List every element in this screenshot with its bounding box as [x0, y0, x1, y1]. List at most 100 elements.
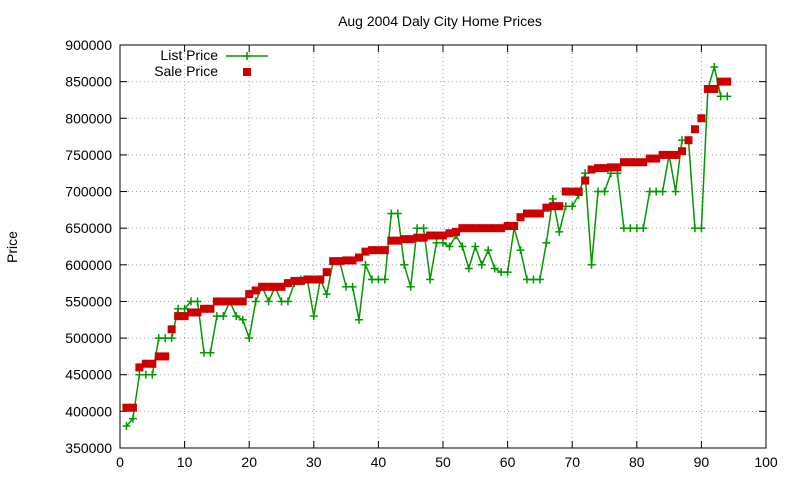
list-price-point	[439, 238, 447, 247]
sale-price-point	[613, 163, 622, 172]
sale-price-point	[697, 114, 706, 123]
sale-price-point	[665, 150, 674, 159]
sale-price-point	[542, 203, 551, 212]
sale-price-point	[219, 297, 228, 306]
x-tick-label: 70	[564, 454, 580, 470]
sale-price-point	[458, 224, 467, 233]
x-tick-label: 30	[306, 454, 322, 470]
list-price-point	[445, 242, 454, 251]
sale-price-point	[426, 231, 435, 240]
list-price-point	[355, 315, 364, 324]
sale-price-point	[251, 286, 260, 295]
sale-price-point	[174, 312, 183, 321]
sale-price-point	[723, 77, 732, 86]
sale-price-point	[199, 304, 208, 313]
sale-price-point	[710, 84, 719, 93]
sale-price-point	[154, 352, 163, 361]
list-price-point	[710, 62, 719, 71]
list-price-point	[322, 290, 331, 299]
list-price-point	[128, 414, 137, 423]
sale-price-point	[122, 403, 131, 412]
sale-price-point	[529, 209, 538, 218]
y-tick-label: 400000	[65, 403, 112, 419]
sale-price-point	[477, 224, 486, 233]
sale-price-point	[658, 150, 667, 159]
list-price-point	[406, 282, 415, 291]
sale-price-point	[348, 256, 357, 265]
list-price-point	[542, 238, 551, 247]
y-tick-label: 850000	[65, 74, 112, 90]
sale-price-point	[548, 202, 557, 211]
sale-price-point	[497, 224, 506, 233]
y-axis-label: Price	[4, 231, 20, 263]
sale-price-point	[193, 308, 202, 317]
list-price-point	[458, 242, 467, 251]
x-tick-label: 60	[500, 454, 516, 470]
list-price-point	[639, 224, 648, 233]
sale-price-point	[212, 297, 221, 306]
sale-price-point	[626, 158, 635, 167]
sale-price-point	[380, 246, 389, 255]
sale-price-point	[290, 276, 299, 285]
list-price-point	[167, 334, 176, 343]
sale-price-point	[264, 282, 273, 291]
sale-price-point	[445, 229, 454, 238]
list-price-point	[587, 260, 596, 269]
data-series	[122, 62, 732, 431]
list-price-point	[658, 187, 667, 196]
sale-price-point	[464, 224, 473, 233]
sale-price-point	[632, 158, 641, 167]
sale-price-point	[671, 150, 680, 159]
sale-price-point	[361, 247, 370, 256]
x-tick-label: 0	[116, 454, 124, 470]
y-tick-label: 700000	[65, 184, 112, 200]
sale-price-point	[406, 235, 415, 244]
sale-price-point	[329, 257, 338, 266]
list-price-point	[477, 260, 486, 269]
sale-price-point	[419, 233, 428, 242]
y-tick-label: 500000	[65, 330, 112, 346]
sale-price-point	[277, 282, 286, 291]
sale-price-point	[619, 158, 628, 167]
list-price-point	[348, 282, 357, 291]
sale-price-point	[703, 84, 712, 93]
sale-price-point	[245, 290, 254, 299]
sale-price-point	[232, 297, 241, 306]
sale-price-point	[716, 77, 725, 86]
sale-price-point	[432, 231, 441, 240]
sale-price-point	[322, 268, 331, 277]
sale-price-point	[303, 275, 312, 284]
sale-price-point	[167, 325, 176, 334]
sale-price-point	[271, 282, 280, 291]
x-tick-label: 80	[629, 454, 645, 470]
y-tick-label: 450000	[65, 367, 112, 383]
y-tick-label: 650000	[65, 220, 112, 236]
sale-price-point	[367, 246, 376, 255]
y-tick-label: 900000	[65, 37, 112, 53]
sale-price-point	[639, 158, 648, 167]
x-tick-label: 20	[241, 454, 257, 470]
list-price-point	[264, 297, 273, 306]
sale-price-point	[413, 233, 422, 242]
list-price-point	[361, 260, 370, 269]
sale-price-point	[490, 224, 499, 233]
sale-price-point	[678, 147, 687, 156]
sale-price-point	[309, 275, 318, 284]
list-price-point	[516, 246, 525, 255]
list-price-point	[723, 92, 732, 101]
sale-price-point	[439, 231, 447, 240]
sale-price-point	[471, 224, 480, 233]
list-price-point	[283, 297, 292, 306]
sale-price-point	[451, 227, 460, 236]
y-tick-label: 750000	[65, 147, 112, 163]
sale-price-point	[128, 403, 137, 412]
sale-price-point	[206, 304, 215, 313]
list-price-point	[206, 348, 215, 357]
sale-price-point	[581, 176, 590, 185]
sale-price-point	[690, 125, 699, 134]
list-price-point	[380, 275, 389, 284]
y-tick-label: 350000	[65, 440, 112, 456]
x-tick-label: 40	[371, 454, 387, 470]
list-price-point	[238, 315, 247, 324]
